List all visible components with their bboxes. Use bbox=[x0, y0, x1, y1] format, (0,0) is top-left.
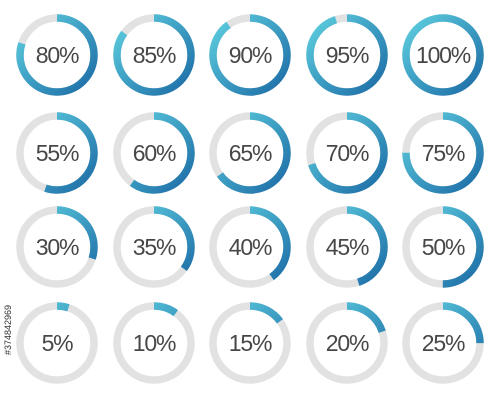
ring-progress bbox=[306, 14, 388, 96]
ring-progress bbox=[402, 14, 484, 96]
ring-label: 75% bbox=[422, 140, 465, 166]
ring-progress bbox=[306, 112, 388, 194]
ring-progress bbox=[209, 112, 291, 194]
ring-label: 60% bbox=[133, 140, 176, 166]
ring-progress bbox=[209, 14, 291, 96]
ring-label: 85% bbox=[133, 42, 176, 68]
stock-id: #374842969 bbox=[3, 305, 13, 355]
ring-label: 80% bbox=[36, 42, 79, 68]
ring-progress bbox=[16, 302, 98, 384]
ring-progress bbox=[306, 302, 388, 384]
ring-label: 55% bbox=[36, 140, 79, 166]
ring-label: 25% bbox=[422, 330, 465, 356]
ring-label: 100% bbox=[416, 42, 471, 68]
ring-progress bbox=[402, 302, 484, 384]
ring-progress bbox=[113, 14, 195, 96]
ring-progress bbox=[16, 112, 98, 194]
ring-label: 10% bbox=[133, 330, 176, 356]
ring-label: 95% bbox=[326, 42, 369, 68]
ring-progress bbox=[16, 206, 98, 288]
ring-label: 5% bbox=[42, 330, 74, 356]
ring-label: 45% bbox=[326, 234, 369, 260]
ring-label: 20% bbox=[326, 330, 369, 356]
ring-label: 70% bbox=[326, 140, 369, 166]
ring-label: 30% bbox=[36, 234, 79, 260]
ring-progress bbox=[209, 206, 291, 288]
ring-progress bbox=[402, 112, 484, 194]
ring-label: 50% bbox=[422, 234, 465, 260]
ring-progress bbox=[113, 112, 195, 194]
ring-label: 90% bbox=[229, 42, 272, 68]
ring-label: 35% bbox=[133, 234, 176, 260]
ring-label: 15% bbox=[229, 330, 272, 356]
ring-progress bbox=[113, 302, 195, 384]
ring-label: 65% bbox=[229, 140, 272, 166]
ring-progress bbox=[113, 206, 195, 288]
ring-label: 40% bbox=[229, 234, 272, 260]
ring-progress bbox=[16, 14, 98, 96]
ring-progress bbox=[306, 206, 388, 288]
ring-progress bbox=[209, 302, 291, 384]
ring-progress bbox=[402, 206, 484, 288]
